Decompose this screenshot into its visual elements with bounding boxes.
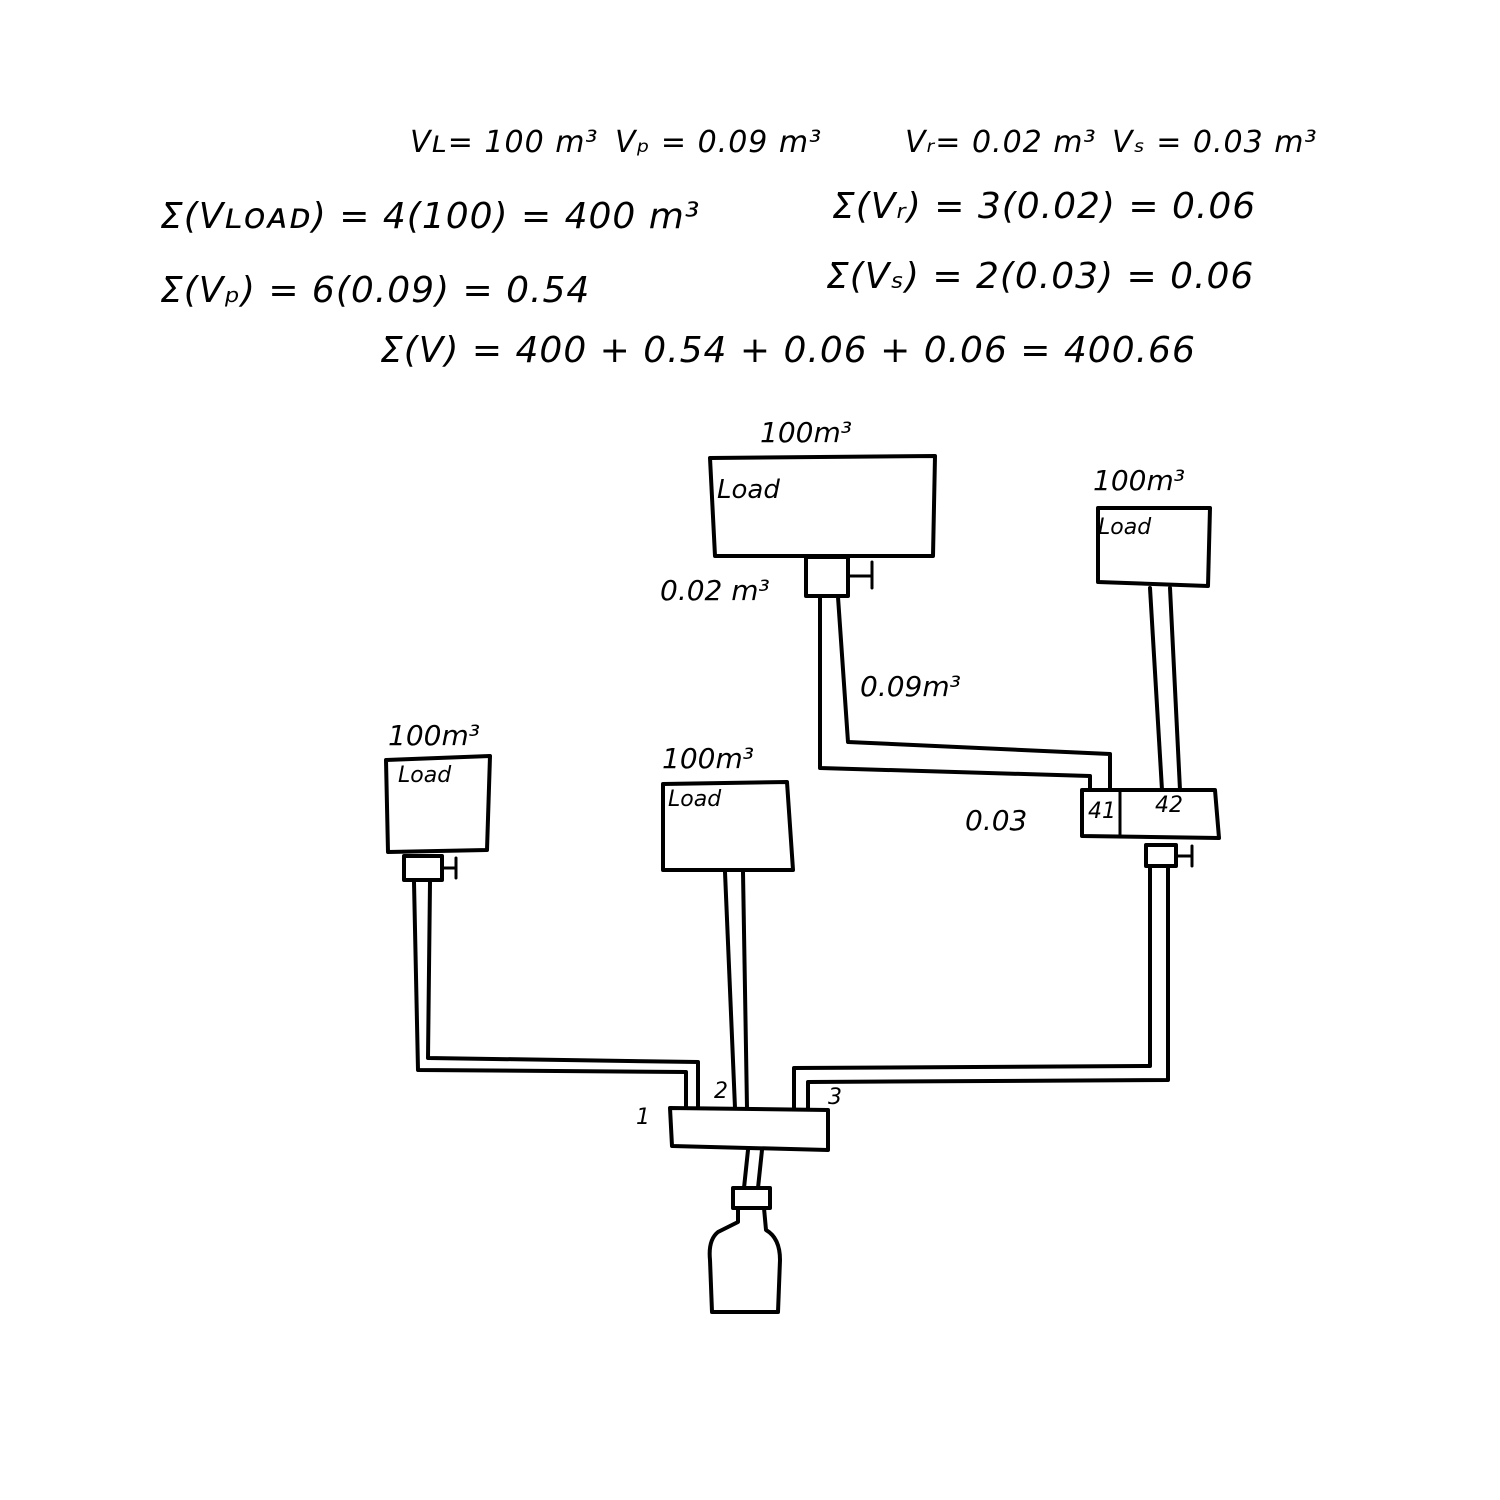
regulator-valve-handle (1174, 844, 1194, 868)
pipe-inner-wall (836, 595, 1112, 792)
load-volume-label: 100m³ (388, 719, 480, 752)
pipe-middle-load (723, 870, 749, 1110)
pipe-upper-splitter-outer (792, 866, 1152, 1110)
load-volume-label: 100m³ (662, 742, 754, 775)
splitter-body (1080, 788, 1221, 840)
eq-def-load: Vʟ= 100 m³ (410, 125, 598, 160)
splitter-port-41: 41 (1088, 799, 1116, 824)
bottle-valve (731, 1186, 772, 1210)
pipe-upper-splitter-inner (806, 866, 1170, 1110)
gas-bottle (707, 1148, 782, 1314)
bottle-body (707, 1206, 782, 1314)
splitter-body (668, 1106, 830, 1152)
regulator-block (402, 854, 444, 882)
load-volume-label: 100m³ (760, 416, 852, 449)
eq-sum-regulator: Σ(Vᵣ) = 3(0.02) = 0.06 (832, 186, 1256, 227)
regulator-block (804, 555, 850, 598)
splitter-port-42: 42 (1155, 793, 1183, 818)
load-box (384, 754, 492, 854)
load-box (1096, 506, 1212, 588)
eq-sum-splitter: Σ(Vₛ) = 2(0.03) = 0.06 (826, 256, 1254, 297)
load-left: 100m³ Load (384, 719, 492, 882)
eq-def-splitter: Vₛ = 0.03 m³ (1112, 125, 1318, 160)
load-volume-label: 100m³ (1093, 464, 1185, 497)
pipe-top-load-to-splitter: 0.09m³ (818, 595, 1112, 792)
pipe-right-load-to-splitter (1148, 586, 1182, 792)
bottle-feed-pipe (742, 1148, 764, 1190)
load-box-label: Load (668, 787, 722, 812)
pipe-outer-wall (818, 595, 1092, 792)
load-box-label: Load (1098, 515, 1152, 540)
load-box-label: Load (398, 763, 452, 788)
splitter-volume-label: 0.03 (965, 804, 1027, 837)
load-middle: 100m³ Load (661, 742, 795, 872)
pipe-left-load-outer (412, 880, 688, 1110)
eq-sum-pipe: Σ(Vₚ) = 6(0.09) = 0.54 (160, 270, 590, 311)
regulator-valve-handle (846, 560, 874, 590)
eq-sum-total: Σ(V) = 400 + 0.54 + 0.06 + 0.06 = 400.66 (380, 330, 1196, 371)
splitter-lower: 1 2 3 (636, 1079, 842, 1152)
eq-def-regulator: Vᵣ= 0.02 m³ (905, 125, 1097, 160)
pipe-volume-label: 0.09m³ (860, 670, 961, 703)
eq-sum-load: Σ(Vʟᴏᴀᴅ) = 4(100) = 400 m³ (160, 196, 700, 237)
splitter-port-1: 1 (636, 1105, 650, 1130)
load-box (661, 780, 795, 872)
regulator-volume-label: 0.02 m³ (660, 574, 770, 607)
splitter-upper: 41 42 0.03 (965, 788, 1221, 868)
regulator-block (1144, 843, 1178, 868)
splitter-port-2: 2 (714, 1079, 728, 1104)
splitter-port-3: 3 (828, 1085, 842, 1110)
equation-block: Vʟ= 100 m³ Vₚ = 0.09 m³ Vᵣ= 0.02 m³ Vₛ =… (160, 125, 1318, 371)
load-top-right: 100m³ Load (1093, 464, 1212, 588)
eq-def-pipe: Vₚ = 0.09 m³ (615, 125, 822, 160)
load-box-label: Load (717, 475, 780, 505)
load-top-center: 100m³ Load 0.02 m³ (660, 416, 937, 607)
pipe-left-load-inner (426, 880, 700, 1110)
regulator-valve-handle (440, 856, 458, 880)
load-box (708, 454, 937, 558)
